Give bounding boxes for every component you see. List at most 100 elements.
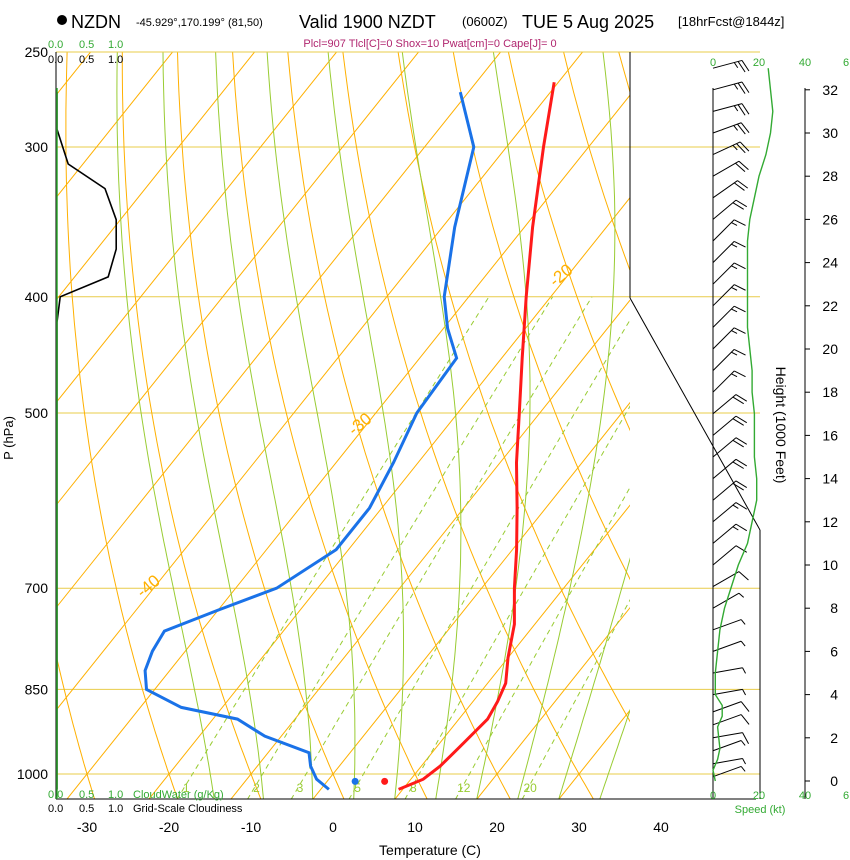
speed-axis-title: Speed (kt) xyxy=(735,804,786,816)
cloudiness-top-tick: 0.0 xyxy=(48,54,63,66)
dry-adiabat-line xyxy=(507,52,630,432)
height-tick-label: 20 xyxy=(822,341,838,357)
wind-barb-flag xyxy=(737,180,749,189)
mixing-ratio-line xyxy=(404,405,630,799)
wind-barb-staff xyxy=(712,765,742,778)
wind-barb-flag xyxy=(737,123,746,135)
wind-barb-flag xyxy=(732,202,744,210)
wind-barb-flag xyxy=(740,122,750,133)
wind-barb xyxy=(712,619,746,631)
isotherm-line xyxy=(394,504,630,799)
wind-barb xyxy=(712,59,750,73)
isotherm-line xyxy=(312,401,630,799)
wind-barb-staff xyxy=(712,740,742,752)
wind-barb-half-flag xyxy=(731,330,738,334)
cloudiness-line xyxy=(56,92,117,790)
wind-barb-flag xyxy=(736,143,746,154)
height-tick-label: 22 xyxy=(822,298,838,314)
wind-barb-flag xyxy=(733,348,746,356)
temperature-tick-label: 0 xyxy=(329,819,337,835)
wind-barb-staff xyxy=(712,592,740,609)
temperature-tick-label: 10 xyxy=(407,819,423,835)
wind-barb xyxy=(712,502,748,523)
cloudwater-bottom-tick: 0.5 xyxy=(79,789,94,801)
isotherm-label: -20 xyxy=(545,260,576,290)
wind-barb-staff xyxy=(712,701,742,713)
cloudiness-bottom-tick: 0.5 xyxy=(79,803,94,815)
cloudwater-bottom-tick: 0.0 xyxy=(48,789,63,801)
wind-barb-staff xyxy=(712,688,743,696)
height-tick-label: 2 xyxy=(830,730,838,746)
wind-barb-staff xyxy=(712,103,743,112)
isotherm-label: 30 xyxy=(796,464,823,491)
dewpoint-line xyxy=(143,91,476,791)
wind-barb-half-flag xyxy=(740,740,746,746)
isotherm-line xyxy=(56,52,256,302)
wind-barb xyxy=(712,688,746,696)
wind-barb-staff xyxy=(712,523,737,544)
height-axis-title: Height (1000 Feet) xyxy=(773,367,789,484)
wind-barb-flag xyxy=(733,219,746,226)
y-axis-title: P (hPa) xyxy=(1,416,16,460)
wind-barb-flag xyxy=(738,160,749,170)
isotherm-line xyxy=(476,606,630,799)
moist-adiabat-line xyxy=(162,52,264,799)
pressure-tick-label: 850 xyxy=(25,681,49,697)
dry-adiabat-line xyxy=(121,52,262,799)
wind-barb-half-flag xyxy=(738,592,745,598)
wind-barb xyxy=(712,437,748,458)
wind-barb-staff xyxy=(712,480,737,501)
wind-speed-profile xyxy=(712,68,774,782)
height-tick-label: 24 xyxy=(822,255,838,271)
wind-barb-flag xyxy=(732,396,744,405)
wind-barb-staff xyxy=(712,571,740,588)
wind-barb-flag xyxy=(735,437,748,445)
wind-barb-staff xyxy=(712,199,737,220)
height-tick-label: 32 xyxy=(822,82,838,98)
wind-barb-staff xyxy=(712,415,737,436)
pressure-axis-labels: 250 300 400 500 700 850 1000 xyxy=(17,44,48,782)
wind-barb-half-flag xyxy=(733,105,739,112)
pressure-tick-label: 500 xyxy=(25,405,49,421)
wind-barb-staff xyxy=(712,667,743,674)
wind-barb-staff xyxy=(712,241,735,263)
wind-barb-staff xyxy=(712,714,742,726)
speed-top-tick: 40 xyxy=(799,57,811,69)
cloudiness-profile xyxy=(56,92,117,790)
wind-barb xyxy=(712,732,750,744)
isotherm-line xyxy=(558,709,630,799)
panel-divider-line xyxy=(629,297,761,531)
isobar-lines xyxy=(56,51,760,775)
dry-adiabat-line xyxy=(56,652,96,799)
isotherm-line xyxy=(56,52,92,97)
utc-time: (0600Z) xyxy=(462,14,508,29)
station-id: NZDN xyxy=(71,12,121,32)
speed-corner-label: 6 xyxy=(843,57,849,69)
wind-barb-flag xyxy=(740,701,750,712)
height-tick-label: 0 xyxy=(830,773,838,789)
wind-barb-staff xyxy=(712,394,737,415)
temperature-line xyxy=(398,82,556,791)
x-axis-title: Temperature (C) xyxy=(379,842,481,858)
wind-barb-half-flag xyxy=(742,758,746,765)
wind-barb-staff xyxy=(712,284,735,307)
wind-barb xyxy=(712,765,746,778)
cloudiness-top-tick: 1.0 xyxy=(108,54,123,66)
moist-adiabat-line xyxy=(517,52,616,799)
cloudiness-bottom-tick: 1.0 xyxy=(108,803,123,815)
wind-barb-flag xyxy=(734,182,745,191)
wind-barb-flag xyxy=(733,262,746,270)
pressure-tick-label: 1000 xyxy=(17,766,48,782)
wind-barb-staff xyxy=(712,327,735,350)
wind-barb-flag xyxy=(739,141,750,152)
cloud-axis-top: 0.0 0.5 1.0 0.0 0.5 1.0 xyxy=(48,39,123,66)
wind-barb-staff xyxy=(712,180,738,199)
isotherm-line xyxy=(56,52,338,404)
wind-barb-flag xyxy=(732,418,744,426)
wind-barb-flag xyxy=(732,483,744,491)
wind-barb-flag xyxy=(735,502,748,510)
moist-adiabat-line xyxy=(215,52,314,799)
height-tick-label: 18 xyxy=(822,384,838,400)
cloudwater-top-tick: 0.0 xyxy=(48,39,63,51)
wind-barb-flag xyxy=(735,480,748,488)
